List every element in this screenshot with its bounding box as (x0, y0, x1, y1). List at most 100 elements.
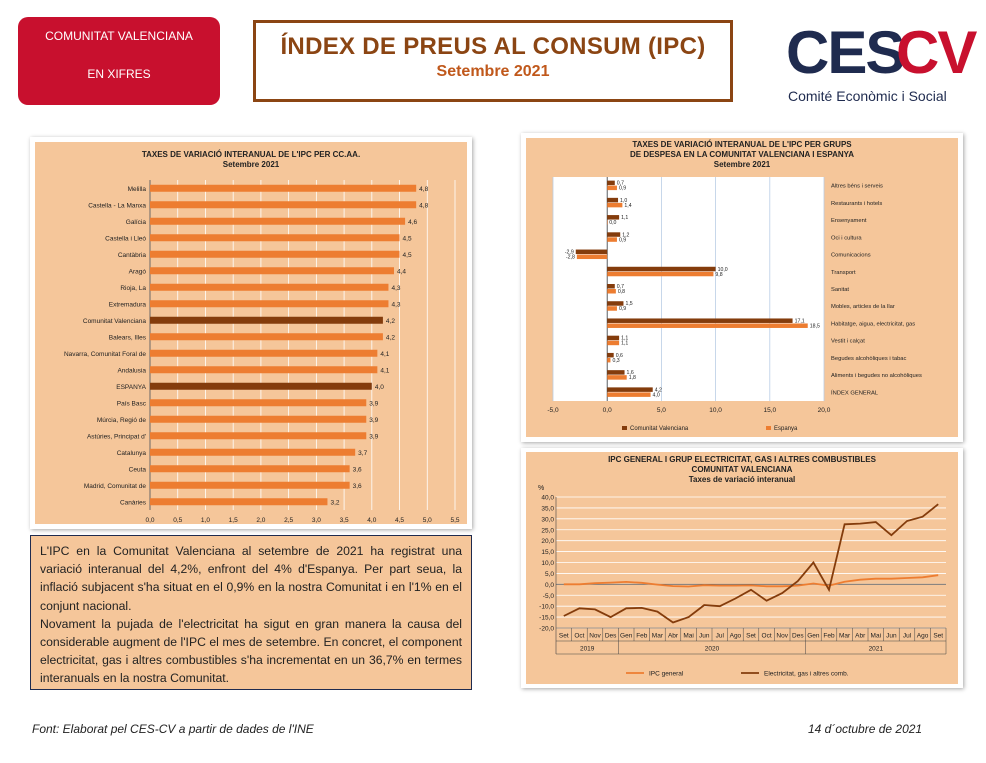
series-line-ipc-general (563, 574, 939, 588)
chart-line-title-2: COMUNITAT VALENCIANA (691, 465, 793, 474)
category-label: Vestit i calçat (831, 339, 865, 345)
data-label: 10,0 (718, 267, 728, 273)
bar (150, 184, 417, 192)
x-tick-label: 3,5 (340, 517, 349, 524)
data-label: -2,9 (565, 250, 574, 256)
bar (607, 202, 623, 208)
y-tick-label: 0,0 (545, 582, 554, 589)
data-label: 0,8 (618, 289, 625, 295)
category-label: Comunitat Valenciana (83, 318, 146, 325)
y-tick-label: 40,0 (541, 495, 554, 502)
bar (150, 465, 350, 473)
bar (150, 399, 367, 407)
category-label: Begudes alcohòliques i tabac (831, 356, 907, 362)
x-tick-label: Abr (668, 633, 679, 640)
bar (150, 382, 372, 390)
bar (607, 306, 617, 311)
x-tick-label: Des (605, 633, 617, 640)
x-tick-label: Jul (716, 633, 725, 640)
x-tick-label: Oct (574, 633, 584, 640)
bar (607, 215, 620, 220)
bar (607, 318, 793, 323)
data-label: 4,1 (380, 367, 389, 374)
bar (607, 392, 651, 397)
bar (576, 254, 608, 260)
data-label: 4,2 (655, 387, 662, 393)
bar (607, 340, 620, 346)
x-tick-label: 0,5 (173, 517, 182, 524)
bar (607, 237, 617, 242)
x-tick-label: 1,0 (201, 517, 210, 524)
bar (150, 300, 389, 308)
data-label: 3,6 (353, 466, 362, 473)
data-label: 3,9 (369, 400, 378, 407)
data-label: -2,8 (566, 255, 575, 261)
x-tick-label: 5,0 (657, 407, 666, 414)
category-label: Mobles, articles de la llar (831, 304, 895, 310)
data-label: 1,8 (629, 375, 636, 381)
data-label: 0,9 (619, 237, 626, 243)
page-subtitle: Setembre 2021 (436, 63, 550, 80)
y-tick-label: 5,0 (545, 571, 554, 578)
bar (607, 387, 653, 392)
chart-line-subtitle: Taxes de variació interanual (688, 475, 796, 484)
data-label: 1,6 (627, 370, 634, 376)
bar (150, 333, 383, 341)
data-label: 0,9 (619, 186, 626, 192)
chart-ccaa-svg: 0,0 0,5 1,0 1,5 2,0 2,5 3,0 3,5 4,0 4,5 5,0 5,5 Meli… (64, 180, 460, 524)
category-label: Ensenyament (831, 218, 867, 224)
x-tick-label: Feb (636, 633, 648, 640)
logo-subtitle: Comité Econòmic i Social (788, 88, 947, 104)
data-label: 4,3 (391, 301, 400, 308)
year-label: 2020 (705, 646, 720, 653)
x-tick-label: Des (792, 633, 804, 640)
bar (575, 249, 608, 255)
x-tick-label: 1,5 (229, 517, 238, 524)
category-label: Astúries, Principat d' (87, 433, 146, 440)
category-label: Aragó (129, 268, 147, 275)
logo-ces-text: CES (786, 19, 905, 86)
category-label: Altres béns i serveis (831, 184, 883, 190)
data-label: 4,4 (397, 268, 406, 275)
series-line-electricitat (563, 503, 939, 624)
category-label: Aliments i begudes no alcohòliques (831, 373, 922, 379)
x-tick-label: Gen (807, 633, 820, 640)
year-label: 2021 (869, 646, 884, 653)
bar (607, 357, 611, 363)
y-tick-label: -15,0 (539, 615, 554, 622)
chart-ccaa-title: TAXES DE VARIACIÓ INTERANUAL DE L'IPC PE… (141, 150, 361, 159)
category-label: Transport (831, 270, 856, 276)
bar (607, 197, 619, 203)
bar (150, 415, 367, 423)
bar (607, 284, 615, 289)
y-tick-label: 25,0 (541, 527, 554, 534)
x-tick-label: 0,0 (145, 517, 154, 524)
y-tick-label: 20,0 (541, 538, 554, 545)
category-label: Oci i cultura (831, 235, 862, 241)
chart-groups-svg: -5,0 0,0 5,0 10,0 15,0 20,00,70,9 Altres béns … (547, 177, 922, 432)
data-label: 1,2 (622, 232, 629, 238)
publication-date: 14 d´octubre de 2021 (808, 722, 923, 736)
x-tick-label: 5,0 (423, 517, 432, 524)
x-tick-label: Set (933, 633, 943, 640)
x-tick-label: Jun (699, 633, 710, 640)
x-tick-label: Set (746, 633, 756, 640)
x-tick-label: Ago (730, 633, 742, 640)
data-label: 0,0 (609, 220, 616, 226)
data-label: 4,1 (380, 351, 389, 358)
data-label: 4,6 (408, 219, 417, 226)
data-label: 0,3 (612, 358, 619, 364)
category-label: Castella i Lleó (105, 235, 146, 242)
bar (607, 220, 608, 225)
bar (150, 283, 389, 291)
chart-groups-panel: TAXES DE VARIACIÓ INTERANUAL DE L'IPC PE… (521, 133, 963, 442)
x-tick-label: -5,0 (547, 407, 559, 414)
title-box: ÍNDEX DE PREUS AL CONSUM (IPC) Setembre … (253, 20, 733, 102)
bar (607, 266, 716, 272)
category-label: Andalusia (117, 367, 146, 374)
x-tick-label: Jun (886, 633, 897, 640)
category-label: Castella - La Manxa (88, 202, 146, 209)
data-label: 1,1 (621, 336, 628, 342)
data-label: 18,5 (810, 323, 820, 329)
bar (607, 289, 616, 294)
